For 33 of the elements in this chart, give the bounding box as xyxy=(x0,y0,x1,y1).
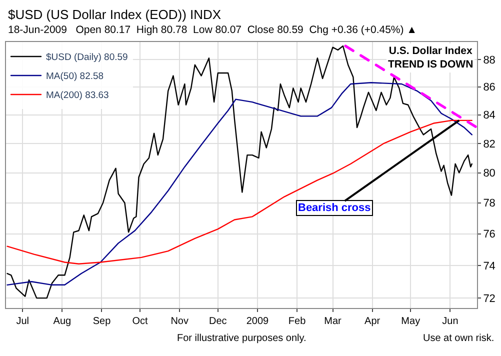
y-tick-label: 74 xyxy=(483,260,496,272)
y-tick-label: 88 xyxy=(483,54,496,66)
chart-subtitle: 18-Jun-2009 Open 80.17 High 80.78 Low 80.07 Close 80.59 Chg +0.36 (+0.45%) ▲ xyxy=(8,24,418,36)
x-tick-label: Feb xyxy=(288,316,306,327)
legend-label: $USD (Daily) 80.59 xyxy=(46,52,128,64)
x-tick-label: Oct xyxy=(132,316,148,327)
y-tick-label: 76 xyxy=(483,228,496,241)
x-tick-label: Aug xyxy=(53,316,72,327)
legend-label: MA(50) 82.58 xyxy=(46,71,104,82)
x-tick-label: May xyxy=(401,316,420,327)
x-tick-label: 2009 xyxy=(246,316,270,327)
line-series xyxy=(6,120,472,264)
x-tick-label: Jul xyxy=(16,316,29,327)
x-tick-label: Dec xyxy=(208,316,227,327)
annotation: Bearish cross xyxy=(298,202,371,214)
x-tick-label: Mar xyxy=(324,316,342,327)
x-tick-label: Apr xyxy=(364,316,381,327)
x-tick-label: Jun xyxy=(442,316,458,327)
legend-label: MA(200) 83.63 xyxy=(46,90,109,102)
x-tick-label: Nov xyxy=(170,316,188,327)
y-tick-label: 78 xyxy=(483,198,496,210)
text: Use at own risk. xyxy=(423,333,494,344)
y-tick-label: 72 xyxy=(483,292,496,305)
y-tick-label: 82 xyxy=(483,138,496,150)
y-tick-label: 84 xyxy=(483,110,496,122)
chart-title: $USD (US Dollar Index (EOD)) INDX xyxy=(8,7,222,22)
text: For illustrative purposes only. xyxy=(177,333,306,344)
y-tick-label: 86 xyxy=(483,82,496,94)
y-tick-label: 80 xyxy=(483,168,496,180)
line-series xyxy=(6,45,472,299)
annotation: U.S. Dollar Index TREND IS DOWN xyxy=(388,45,474,71)
line-series xyxy=(6,82,472,286)
x-tick-label: Sep xyxy=(92,316,112,327)
